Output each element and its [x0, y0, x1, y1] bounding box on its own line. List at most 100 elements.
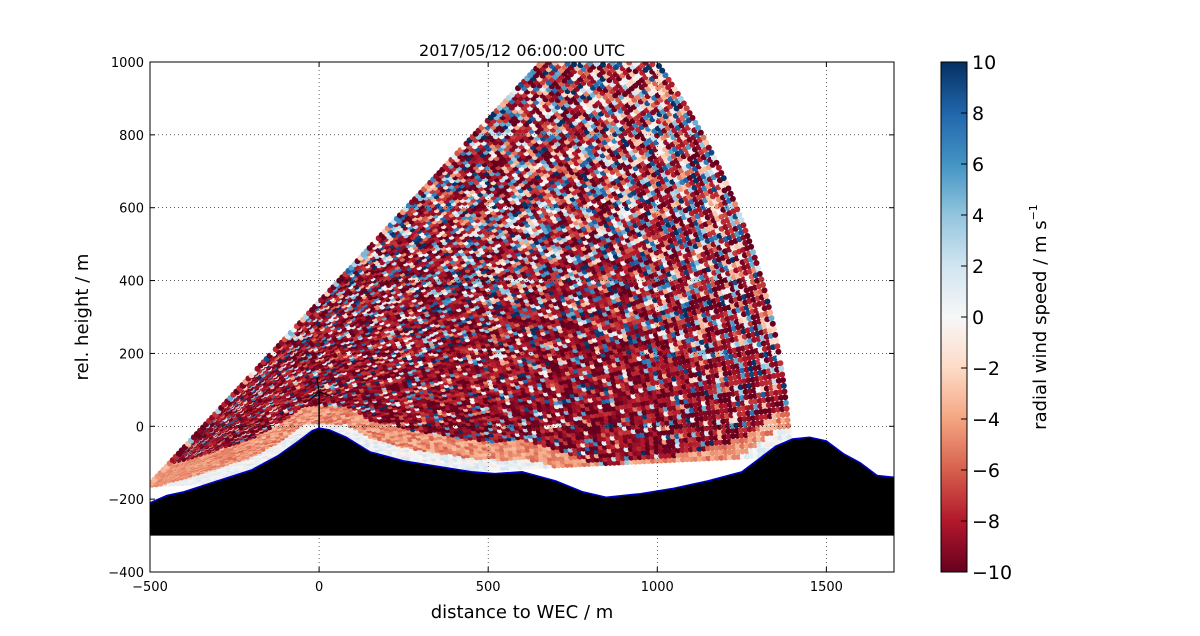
- scan-point: [641, 453, 648, 460]
- scan-point: [748, 243, 755, 250]
- scan-point: [644, 435, 651, 442]
- scan-point: [751, 431, 758, 438]
- scan-point: [641, 458, 648, 465]
- scan-point: [771, 326, 777, 333]
- scan-point: [649, 457, 656, 464]
- scan-point: [653, 453, 660, 460]
- scan-point: [734, 438, 741, 445]
- scan-point: [653, 439, 660, 446]
- scan-point: [750, 425, 757, 432]
- scan-point: [769, 320, 776, 327]
- scan-point: [636, 440, 642, 447]
- scan-point: [670, 438, 677, 445]
- scan-point: [701, 455, 708, 462]
- scan-point: [652, 430, 659, 437]
- scan-point: [717, 444, 724, 451]
- scan-point: [755, 431, 762, 437]
- scan-point: [696, 455, 703, 462]
- lidar-scan-points: [150, 62, 792, 488]
- scan-point: [626, 428, 633, 435]
- scan-point: [730, 433, 736, 440]
- scan-point: [709, 445, 716, 451]
- scan-point: [759, 430, 766, 437]
- scan-point: [666, 443, 673, 450]
- scan-point: [750, 249, 756, 256]
- scan-point: [701, 450, 707, 457]
- scan-point: [624, 459, 631, 466]
- scan-point: [669, 424, 675, 430]
- scan-point: [674, 442, 681, 449]
- scan-point: [785, 422, 792, 429]
- scan-point: [628, 450, 634, 457]
- scan-point: [618, 442, 625, 449]
- scan-point: [631, 436, 638, 443]
- scan-point: [653, 444, 660, 451]
- scan-point: [637, 458, 643, 465]
- scan-point: [714, 454, 720, 461]
- scan-point: [713, 449, 720, 456]
- scan-point: [730, 438, 737, 445]
- scan-point: [726, 454, 733, 461]
- scan-point: [640, 440, 647, 447]
- scan-point: [768, 429, 775, 436]
- chart-title: 2017/05/12 06:00:00 UTC: [419, 41, 625, 60]
- scan-point: [696, 445, 703, 452]
- scan-point: [717, 439, 724, 446]
- scan-point: [660, 429, 667, 436]
- scan-point: [636, 454, 643, 461]
- scan-point: [765, 304, 772, 310]
- scan-point: [769, 441, 776, 448]
- scan-point: [632, 445, 638, 452]
- scan-point: [684, 456, 691, 463]
- scan-point: [754, 420, 761, 427]
- scan-point: [635, 436, 642, 443]
- scan-point: [682, 432, 689, 439]
- scan-point: [730, 448, 737, 455]
- scan-point: [777, 434, 784, 441]
- scan-point: [649, 453, 656, 460]
- scan-point: [632, 450, 639, 456]
- scan-point: [711, 419, 718, 426]
- scan-point: [763, 424, 770, 431]
- scan-point: [619, 455, 626, 462]
- scan-point: [648, 439, 655, 446]
- scan-point: [692, 455, 699, 462]
- scan-point: [739, 448, 746, 455]
- scan-point: [764, 298, 771, 305]
- scan-point: [712, 429, 719, 436]
- scan-point: [636, 445, 643, 452]
- scan-point: [774, 343, 781, 350]
- scan-point: [662, 448, 669, 455]
- scan-point: [764, 435, 771, 442]
- scan-point: [623, 442, 630, 448]
- scan-point: [755, 425, 762, 432]
- scan-point: [627, 441, 634, 448]
- scan-point: [695, 426, 701, 433]
- scan-point: [756, 436, 762, 443]
- scan-point: [782, 394, 789, 401]
- scan-point: [712, 434, 719, 441]
- scan-point: [760, 281, 766, 288]
- scan-point: [780, 417, 787, 424]
- scan-point: [739, 453, 746, 460]
- scan-point: [741, 421, 748, 428]
- scan-point: [657, 443, 664, 450]
- scan-point: [752, 447, 759, 454]
- scan-point: [739, 443, 746, 450]
- scan-point: [699, 430, 706, 437]
- scan-point: [709, 450, 716, 457]
- scan-point: [662, 452, 669, 459]
- scan-point: [720, 423, 727, 430]
- scan-point: [725, 428, 732, 435]
- scan-point: [768, 315, 775, 322]
- scan-point: [699, 425, 706, 432]
- scan-point: [639, 431, 646, 438]
- scan-point: [708, 429, 715, 436]
- scan-point: [673, 428, 680, 435]
- scan-point: [705, 455, 712, 462]
- scan-point: [670, 442, 677, 449]
- scan-point: [686, 431, 693, 438]
- scan-point: [705, 445, 711, 452]
- scan-point: [648, 435, 655, 442]
- scan-point: [733, 422, 740, 429]
